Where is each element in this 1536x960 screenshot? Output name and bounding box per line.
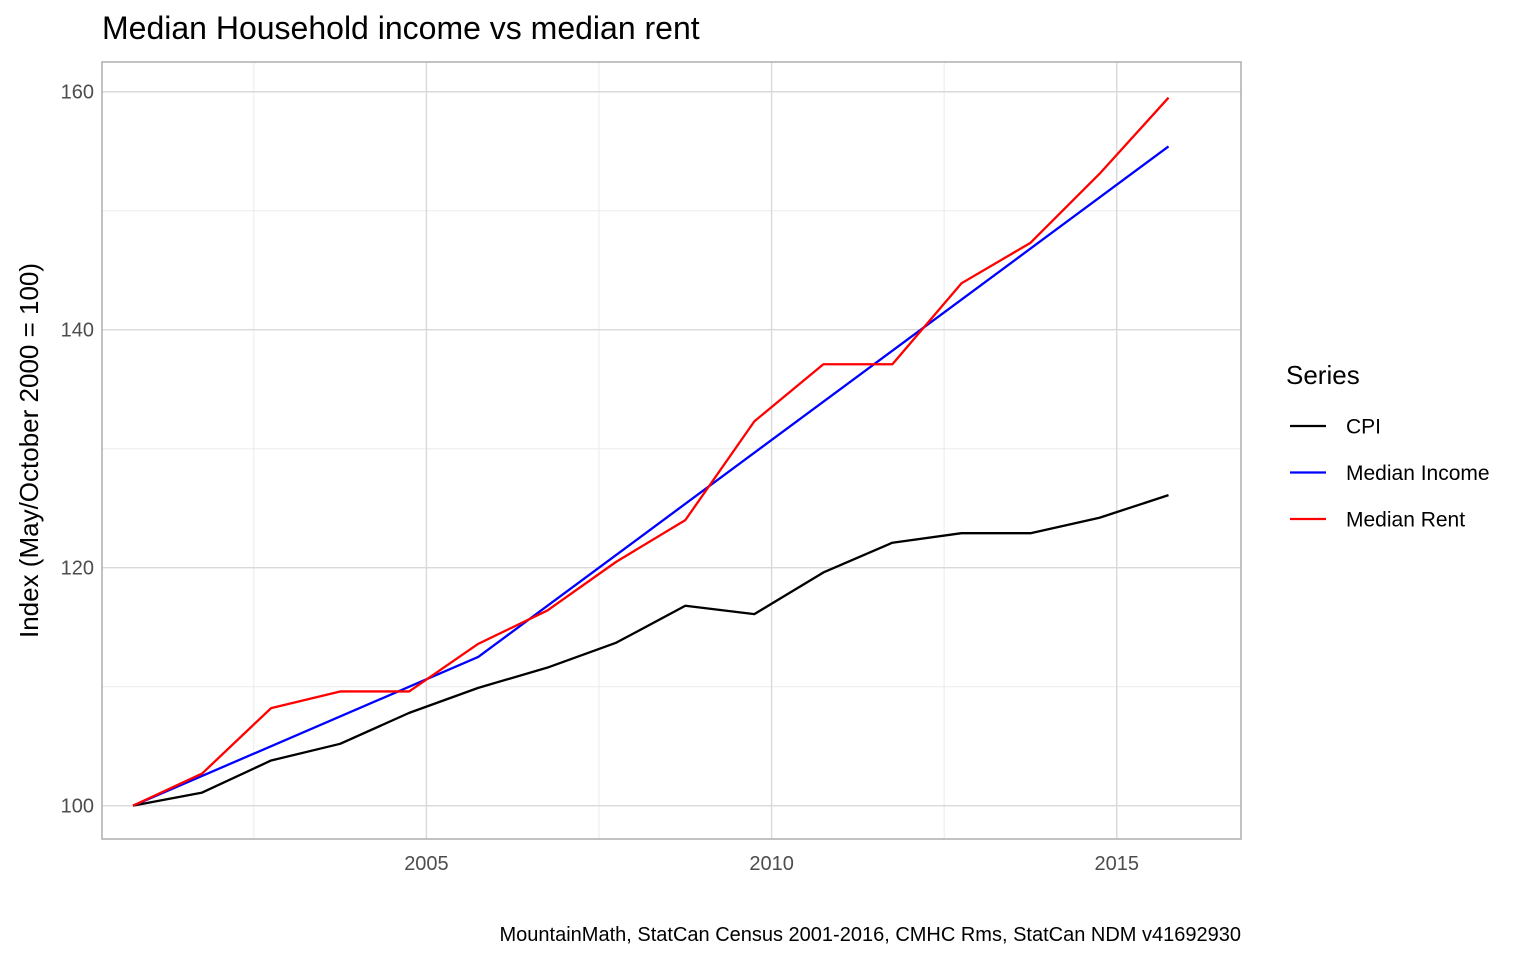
y-tick-label: 160 — [61, 82, 94, 104]
y-tick-label: 120 — [61, 558, 94, 580]
y-axis-title: Index (May/October 2000 = 100) — [14, 263, 44, 638]
y-axis: 100 120 140 160 — [61, 82, 94, 818]
chart-caption: MountainMath, StatCan Census 2001-2016, … — [500, 924, 1241, 946]
legend-label-median-income: Median Income — [1346, 462, 1490, 485]
legend-title: Series — [1286, 360, 1360, 390]
legend-label-cpi: CPI — [1346, 416, 1381, 439]
y-tick-label: 100 — [61, 796, 94, 818]
plot-panel-border — [101, 61, 1242, 840]
series-lines — [132, 96, 1170, 807]
x-axis: 2005 2010 2015 — [404, 853, 1139, 875]
series-line-cpi — [132, 494, 1169, 807]
plot-panel — [101, 61, 1242, 840]
chart-title: Median Household income vs median rent — [102, 10, 700, 46]
legend-label-median-rent: Median Rent — [1346, 509, 1465, 532]
grid-lines — [102, 62, 1241, 839]
series-line-median-rent — [132, 96, 1170, 807]
x-tick-label: 2010 — [749, 853, 794, 875]
series-line-median-income — [132, 145, 1170, 807]
y-tick-label: 140 — [61, 320, 94, 342]
x-tick-label: 2015 — [1094, 853, 1139, 875]
x-tick-label: 2005 — [404, 853, 449, 875]
legend: Series CPI Median Income Median Rent — [1286, 360, 1490, 532]
